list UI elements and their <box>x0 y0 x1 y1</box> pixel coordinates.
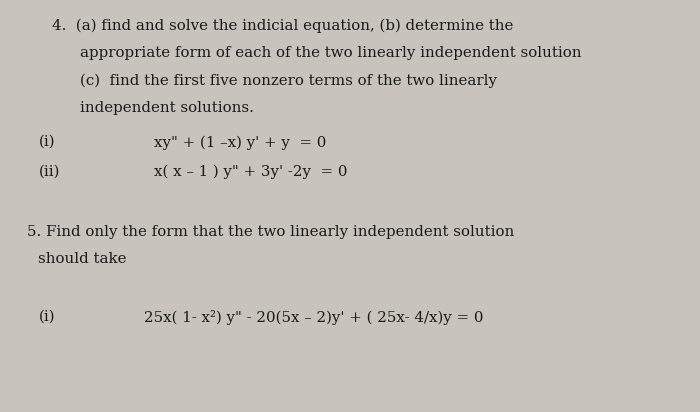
Text: should take: should take <box>38 252 127 266</box>
Text: xy" + (1 –x) y' + y  = 0: xy" + (1 –x) y' + y = 0 <box>154 135 326 150</box>
Text: x( x – 1 ) y" + 3y' -2y  = 0: x( x – 1 ) y" + 3y' -2y = 0 <box>154 165 347 179</box>
Text: (c)  find the first five nonzero terms of the two linearly: (c) find the first five nonzero terms of… <box>80 74 498 88</box>
Text: independent solutions.: independent solutions. <box>80 101 254 115</box>
Text: 5. Find only the form that the two linearly independent solution: 5. Find only the form that the two linea… <box>27 225 514 239</box>
Text: appropriate form of each of the two linearly independent solution: appropriate form of each of the two line… <box>80 46 582 60</box>
Text: 4.  (a) find and solve the indicial equation, (b) determine the: 4. (a) find and solve the indicial equat… <box>52 19 514 33</box>
Text: (i): (i) <box>38 310 55 324</box>
Text: 25x( 1- x²) y" - 20(5x – 2)y' + ( 25x- 4/x)y = 0: 25x( 1- x²) y" - 20(5x – 2)y' + ( 25x- 4… <box>144 310 483 325</box>
Text: (i): (i) <box>38 135 55 149</box>
Text: (ii): (ii) <box>38 165 60 179</box>
